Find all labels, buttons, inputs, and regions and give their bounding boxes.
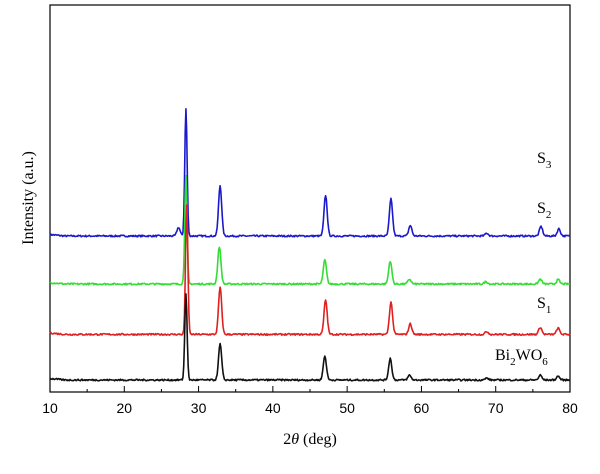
series-label-s3: S3: [537, 150, 552, 171]
series-label-s2: S2: [537, 200, 551, 221]
x-tick-label: 10: [42, 400, 58, 416]
series-label-bi2wo6: Bi2WO6: [495, 347, 548, 368]
x-tick-label: 50: [339, 400, 355, 416]
series-label-s1: S1: [537, 295, 551, 316]
x-tick-label: 80: [562, 400, 578, 416]
y-axis-title: Intensity (a.u.): [20, 151, 37, 245]
x-tick-label: 40: [265, 400, 281, 416]
series-line-bi2wo6: [49, 293, 571, 382]
x-tick-label: 70: [488, 400, 504, 416]
series-labels: S3 S2 S1 Bi2WO6: [495, 150, 552, 368]
x-tick-label: 60: [414, 400, 430, 416]
series-line-s2: [49, 174, 571, 286]
series-line-s3: [49, 107, 571, 238]
x-tick-label: 30: [191, 400, 207, 416]
series-line-s1: [49, 204, 571, 337]
x-axis-ticks: 10 20 30 40 50 60 70 80: [42, 386, 578, 416]
series-lines: [49, 107, 571, 382]
x-tick-label: 20: [116, 400, 132, 416]
x-axis-title: 2θ (deg): [283, 431, 337, 448]
